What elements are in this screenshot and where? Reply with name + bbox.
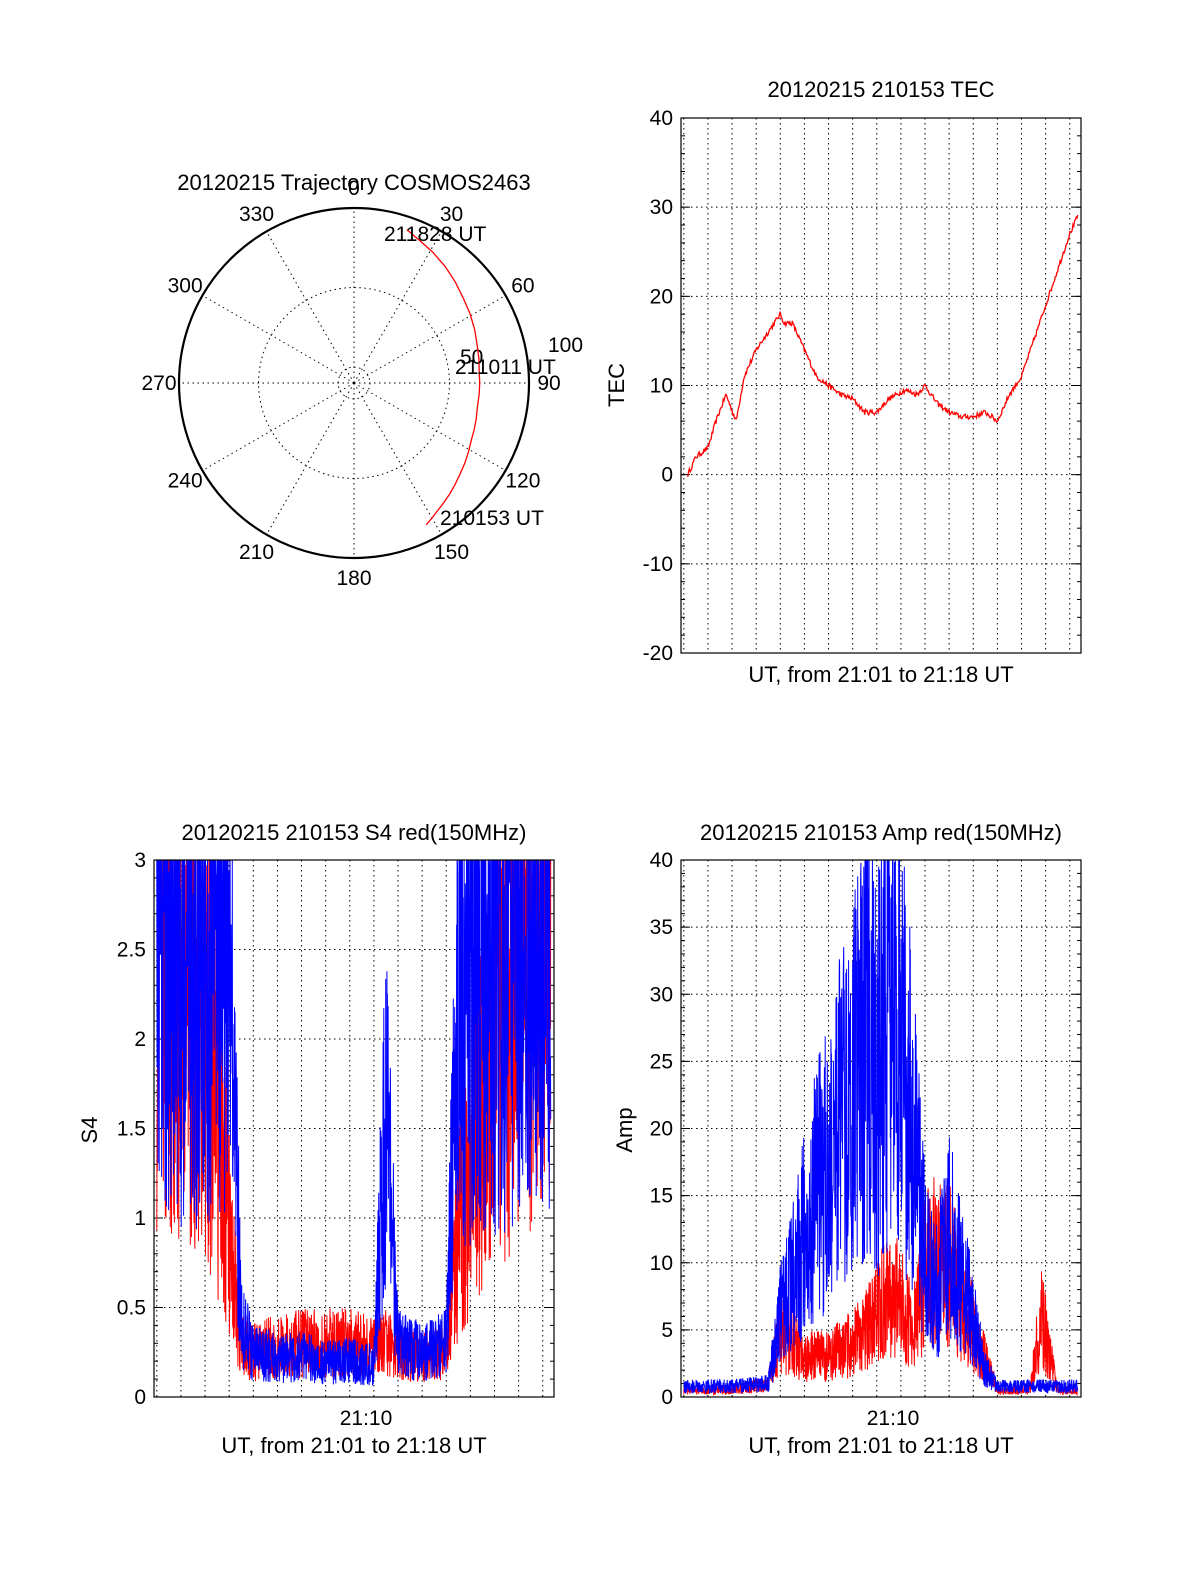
polar-grid-spoke xyxy=(266,231,355,384)
s4-y-tick-labels: 0 0.5 1 1.5 2 2.5 3 xyxy=(117,849,146,1409)
polar-angle-label: 0 xyxy=(348,177,360,200)
tec-y-tick-label: 10 xyxy=(650,375,673,398)
polar-angle-label: 330 xyxy=(239,203,274,226)
amp-y-tick-label: 10 xyxy=(650,1252,673,1275)
amp-y-tick-label: 5 xyxy=(661,1319,673,1342)
polar-angle-labels: 0 30 60 90 120 150 180 210 240 270 300 330 xyxy=(141,177,560,590)
amp-y-tick-label: 25 xyxy=(650,1050,673,1073)
s4-x-axis-label: UT, from 21:01 to 21:18 UT xyxy=(221,1433,486,1458)
s4-chart-title: 20120215 210153 S4 red(150MHz) xyxy=(182,820,527,845)
tec-plot-frame xyxy=(680,117,1082,654)
polar-angle-label: 120 xyxy=(505,470,540,493)
tec-series xyxy=(687,214,1079,477)
amp-y-tick-label: 15 xyxy=(650,1185,673,1208)
polar-angle-label: 240 xyxy=(168,470,203,493)
polar-grid-spoke xyxy=(202,295,355,384)
amp-y-axis-label: Amp xyxy=(612,1107,637,1152)
tec-y-tick-label: 0 xyxy=(661,464,673,487)
trajectory-end-annotation: 211828 UT xyxy=(384,223,487,246)
s4-series-line xyxy=(156,859,552,1386)
tec-series-line xyxy=(687,214,1079,477)
s4-y-axis-label: S4 xyxy=(77,1117,102,1144)
polar-angle-label: 210 xyxy=(239,541,274,564)
amp-series-line xyxy=(683,1177,1079,1397)
polar-trajectory-chart: 20120215 Trajectory COSMOS2463 0 30 60 90 12… xyxy=(141,170,583,590)
polar-angle-label: 180 xyxy=(336,567,371,590)
tec-y-tick-label: -20 xyxy=(643,642,673,665)
polar-grid-spoke xyxy=(353,295,506,384)
polar-grid-spoke xyxy=(202,382,355,471)
amp-series-line xyxy=(683,859,1079,1395)
amp-chart: 20120215 210153 Amp red(150MHz) 0 5 10 15 20… xyxy=(612,820,1082,1458)
polar-series xyxy=(406,229,481,526)
s4-y-tick-label: 2.5 xyxy=(117,939,146,962)
amp-x-tick-label: 21:10 xyxy=(867,1407,920,1430)
polar-angle-label: 60 xyxy=(511,275,534,298)
tec-y-axis-label: TEC xyxy=(604,363,629,407)
tec-y-tick-labels: -20 -10 0 10 20 30 40 xyxy=(643,107,673,665)
polar-angle-label: 300 xyxy=(168,275,203,298)
tec-grid xyxy=(681,117,1081,654)
s4-y-tick-label: 1.5 xyxy=(117,1118,146,1141)
polar-grid-spoke xyxy=(353,231,442,384)
amp-chart-title: 20120215 210153 Amp red(150MHz) xyxy=(700,820,1062,845)
amp-plot-frame xyxy=(680,859,1082,1398)
polar-angle-label: 90 xyxy=(537,372,560,395)
s4-y-tick-label: 2 xyxy=(134,1028,146,1051)
s4-x-tick-label: 21:10 xyxy=(340,1407,393,1430)
tec-y-tick-label: 20 xyxy=(650,285,673,308)
tec-y-tick-label: -10 xyxy=(643,553,673,576)
amp-y-tick-label: 30 xyxy=(650,983,673,1006)
tec-chart: 20120215 210153 TEC -20 -10 0 10 20 30 40 UT, … xyxy=(604,77,1082,687)
s4-y-tick-label: 0 xyxy=(134,1386,146,1409)
amp-y-tick-label: 0 xyxy=(661,1386,673,1409)
tec-chart-title: 20120215 210153 TEC xyxy=(767,77,994,102)
amp-x-axis-label: UT, from 21:01 to 21:18 UT xyxy=(748,1433,1013,1458)
s4-y-tick-label: 0.5 xyxy=(117,1297,146,1320)
polar-angle-label: 150 xyxy=(434,541,469,564)
polar-angle-label: 30 xyxy=(440,203,463,226)
polar-grid xyxy=(179,208,529,558)
s4-chart: 20120215 210153 S4 red(150MHz) 0 0.5 1 1.5 2… xyxy=(77,820,555,1458)
polar-grid-spoke xyxy=(353,382,442,535)
amp-y-tick-labels: 0 5 10 15 20 25 30 35 40 xyxy=(650,849,673,1409)
polar-chart-title: 20120215 Trajectory COSMOS2463 xyxy=(177,170,530,195)
tec-y-tick-label: 30 xyxy=(650,196,673,219)
trajectory-mid-annotation: 211011 UT xyxy=(455,356,556,379)
amp-series xyxy=(683,859,1079,1397)
s4-plot-frame xyxy=(153,859,555,1398)
s4-y-tick-label: 3 xyxy=(134,849,146,872)
tec-y-tick-label: 40 xyxy=(650,107,673,130)
polar-grid-spoke xyxy=(353,382,506,471)
s4-series xyxy=(156,859,552,1386)
polar-radial-label-100: 100 xyxy=(548,334,583,357)
amp-y-tick-label: 35 xyxy=(650,916,673,939)
trajectory-start-annotation: 210153 UT xyxy=(440,507,544,530)
tec-x-axis-label: UT, from 21:01 to 21:18 UT xyxy=(748,662,1013,687)
s4-y-tick-label: 1 xyxy=(134,1207,146,1230)
amp-y-tick-label: 20 xyxy=(650,1118,673,1141)
polar-grid-spoke xyxy=(266,382,355,535)
polar-outer-circle xyxy=(177,206,531,560)
polar-angle-label: 270 xyxy=(141,372,176,395)
amp-y-tick-label: 40 xyxy=(650,849,673,872)
trajectory-line xyxy=(406,229,481,526)
